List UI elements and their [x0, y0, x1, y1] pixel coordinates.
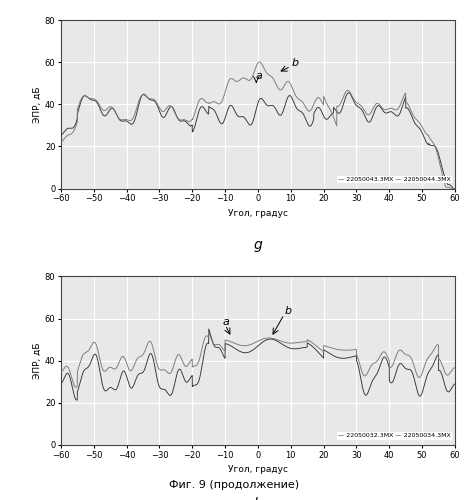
X-axis label: Угол, градус: Угол, градус: [228, 209, 288, 218]
Text: $h$: $h$: [253, 496, 263, 500]
Text: $a$: $a$: [222, 317, 230, 327]
Text: $a$: $a$: [255, 71, 263, 81]
Text: — 22050032.3МХ — 22050034.3МХ: — 22050032.3МХ — 22050034.3МХ: [338, 434, 451, 438]
Text: $b$: $b$: [291, 56, 299, 68]
Text: $b$: $b$: [284, 304, 293, 316]
Y-axis label: ЭПР, дБ: ЭПР, дБ: [33, 86, 42, 122]
Text: Фиг. 9 (продолжение): Фиг. 9 (продолжение): [169, 480, 300, 490]
Text: $g$: $g$: [253, 239, 263, 254]
Text: — 22050043.3МХ — 22050044.3МХ: — 22050043.3МХ — 22050044.3МХ: [338, 177, 451, 182]
X-axis label: Угол, градус: Угол, градус: [228, 465, 288, 474]
Y-axis label: ЭПР, дБ: ЭПР, дБ: [33, 342, 42, 379]
